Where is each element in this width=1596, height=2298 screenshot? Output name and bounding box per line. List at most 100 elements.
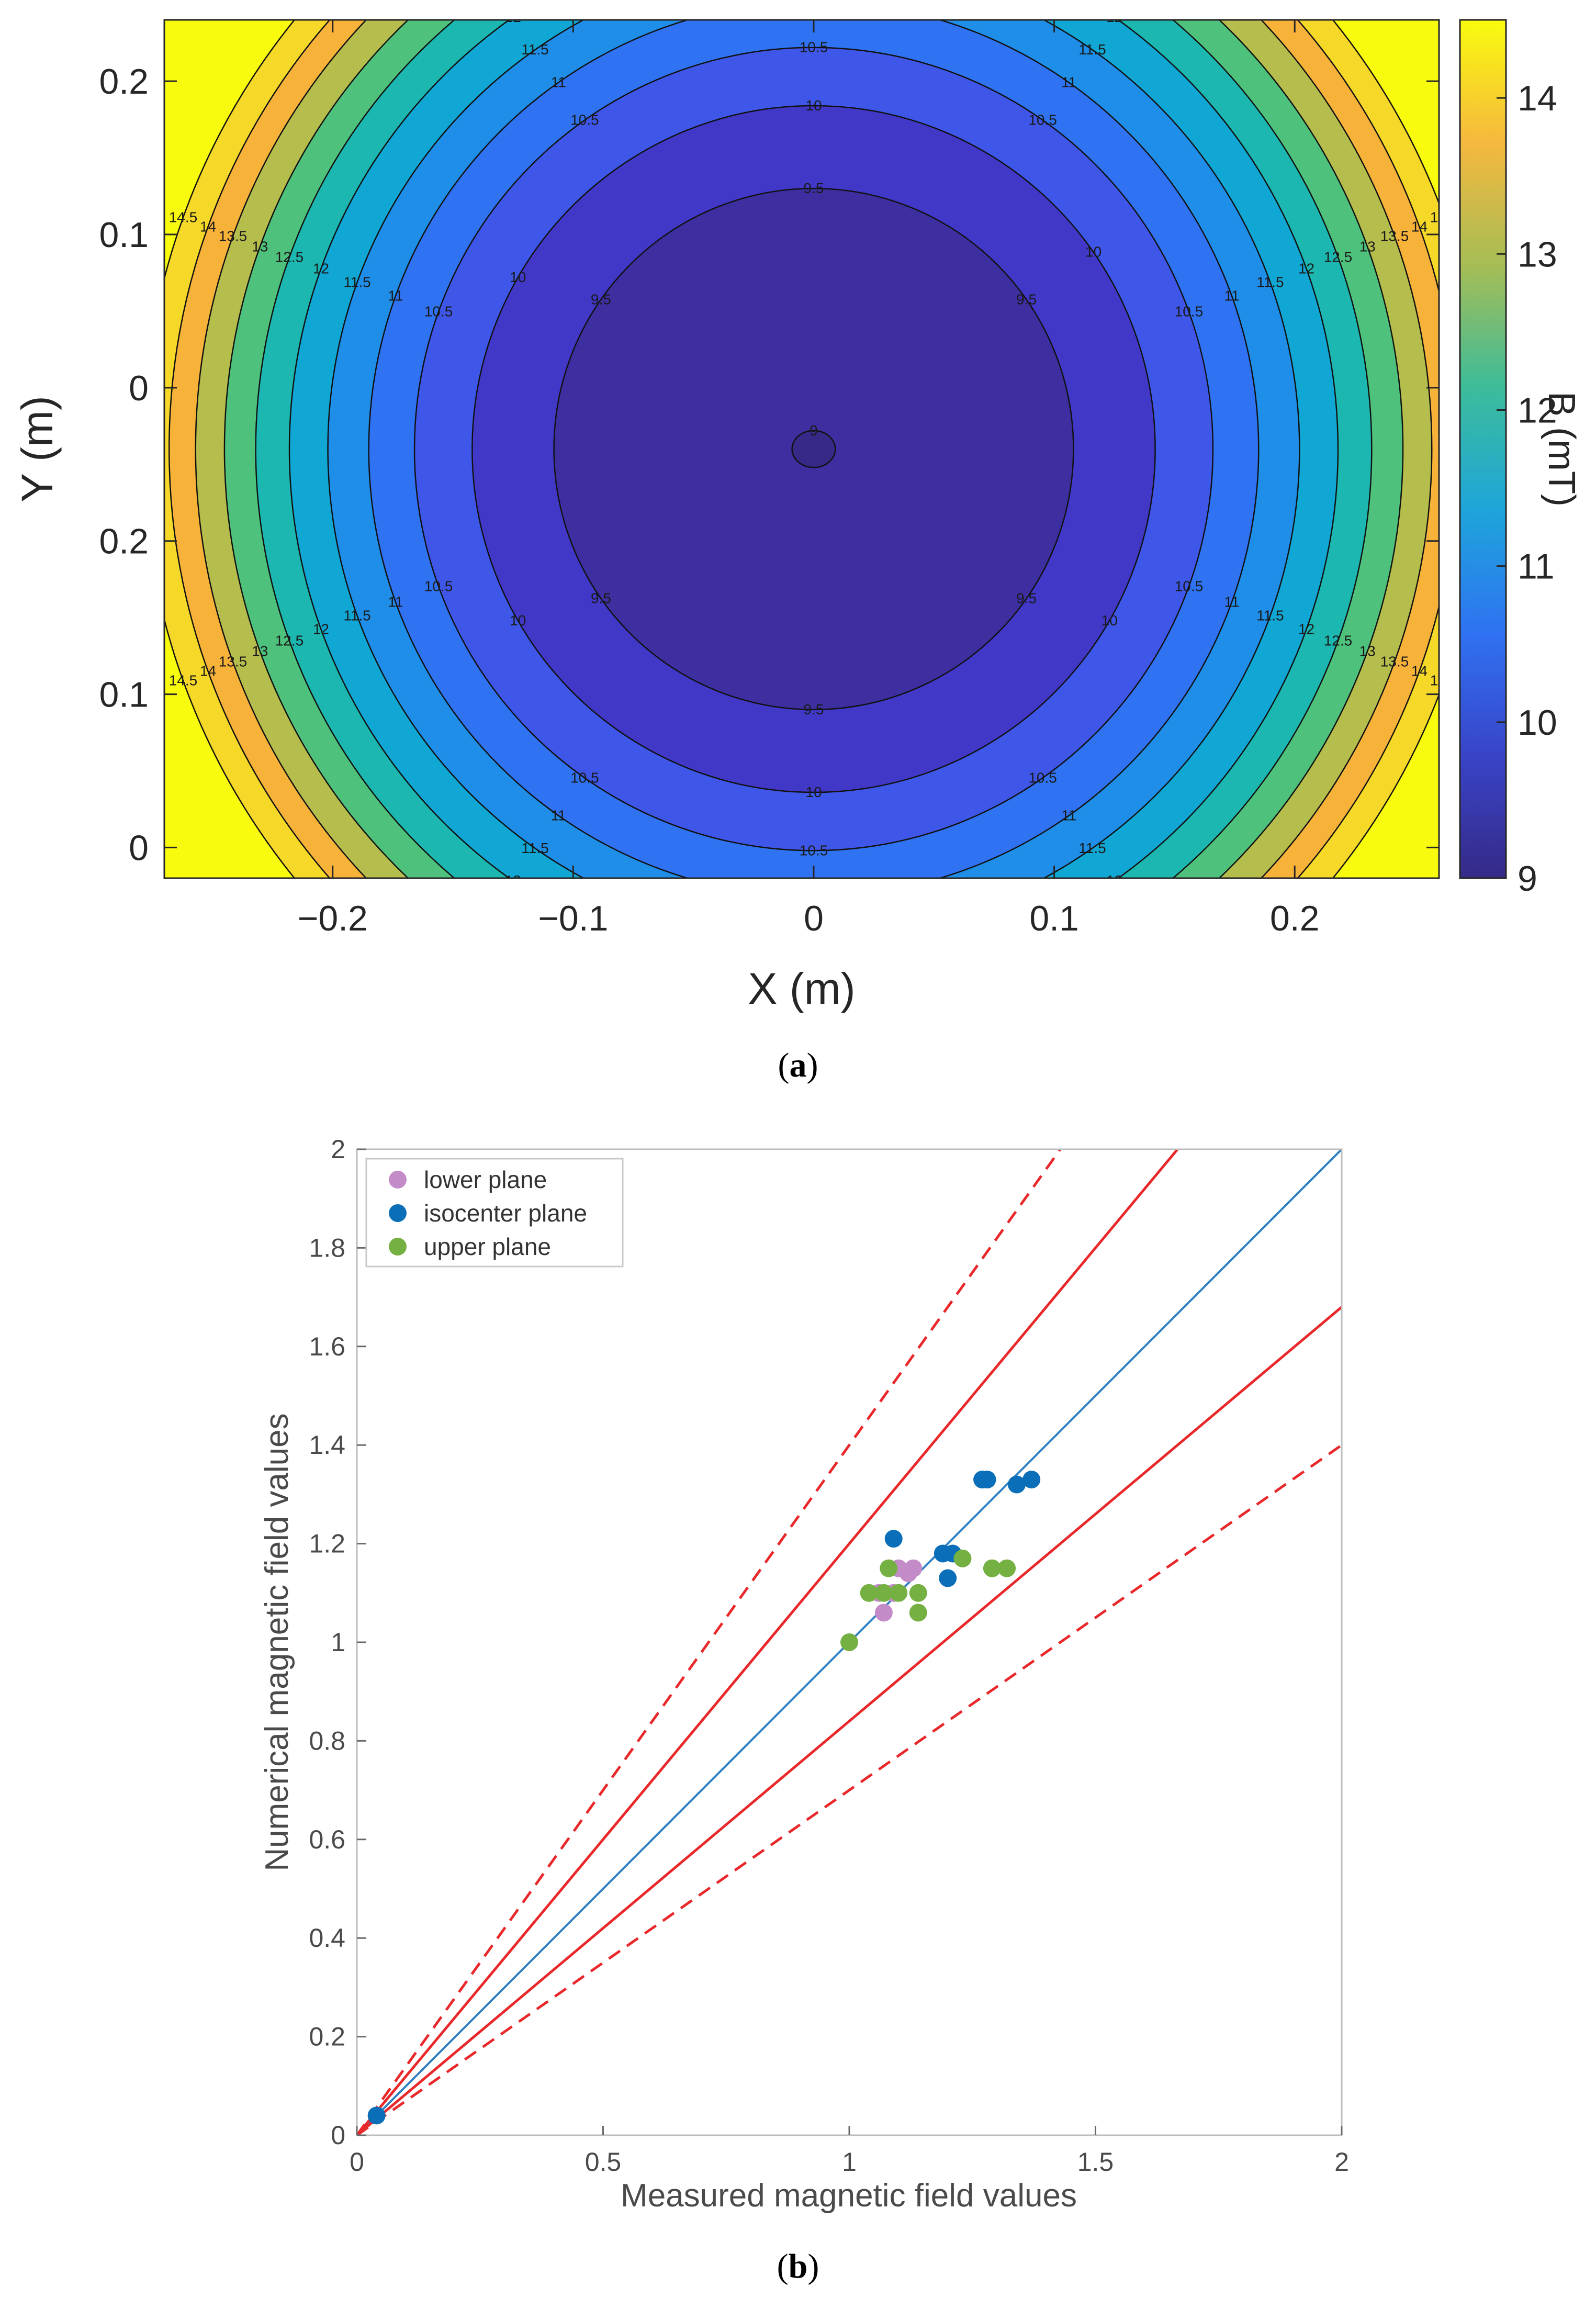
- contour-label-11.5: 11.5: [521, 41, 548, 58]
- point-upper-plane: [983, 1559, 1001, 1577]
- contour-label-10: 10: [510, 269, 526, 285]
- contour-y-ticks: 0 0.1 0.2 0 0.1 0.2: [99, 62, 1439, 868]
- reference-line: [357, 1443, 1342, 2135]
- contour-label-12: 12: [1298, 621, 1314, 637]
- point-upper-plane: [998, 1559, 1016, 1577]
- contour-label-14.5: 14.5: [800, 1118, 828, 1134]
- contour-label-12: 12: [505, 872, 521, 889]
- x-tick-label: 2: [1334, 2147, 1349, 2177]
- contour-label-11.5: 11.5: [343, 274, 370, 290]
- contour-label-10: 10: [1102, 612, 1118, 629]
- contour-label-12.5: 12.5: [1119, 900, 1148, 916]
- contour-label-11: 11: [806, 0, 821, 9]
- scatter-x-axis-label: Measured magnetic field values: [621, 2178, 1077, 2214]
- legend-label-upper-plane: upper plane: [424, 1233, 551, 1260]
- x-tick-label: 1.5: [1077, 2147, 1114, 2177]
- contour-label-9: 9: [810, 422, 818, 439]
- contour-label-10.5: 10.5: [1028, 770, 1057, 786]
- contour-label-12: 12: [313, 260, 329, 276]
- contour-label-14: 14: [805, 1091, 822, 1107]
- contour-label-10.5: 10.5: [424, 578, 453, 594]
- y-tick-label: 0.1: [99, 215, 149, 255]
- contour-label-11: 11: [388, 593, 403, 610]
- x-tick-label: 0: [804, 899, 824, 938]
- contour-label-12: 12: [1298, 260, 1314, 276]
- contour-label-14: 14: [436, 973, 452, 989]
- x-tick-label: −0.1: [538, 899, 608, 938]
- contour-label-9.5: 9.5: [1016, 291, 1037, 307]
- contour-label-11: 11: [1061, 74, 1076, 91]
- contour-label-14: 14: [200, 663, 216, 679]
- x-tick-label: 0.1: [1029, 899, 1079, 938]
- contour-label-11: 11: [1224, 593, 1239, 610]
- point-isocenter-plane: [1022, 1471, 1041, 1489]
- contour-label-14: 14: [1411, 663, 1428, 679]
- point-isocenter-plane: [1007, 1475, 1026, 1494]
- legend-marker-isocenter-plane: [389, 1204, 407, 1222]
- contour-fills: [164, 20, 1439, 878]
- contour-label-13.5: 13.5: [1380, 654, 1409, 670]
- contour-label-10.5: 10.5: [1175, 578, 1204, 594]
- contour-label-11: 11: [388, 288, 403, 304]
- contour-level-9: [791, 430, 836, 468]
- y-tick-label: 0: [129, 368, 149, 408]
- point-upper-plane: [860, 1584, 878, 1602]
- reference-line: [357, 1149, 1179, 2135]
- colorbar-tick-label: 14: [1518, 79, 1557, 118]
- colorbar-label: B (mT): [1541, 391, 1582, 507]
- contour-label-14.5: 14.5: [414, 995, 443, 1012]
- contour-label-10.5: 10.5: [424, 304, 453, 320]
- contour-level-labels: 9 9.5 9.5 9.5 9.5 9.5 9.5 10 10 10 10 10 10 10.5 10.5 1…: [169, 0, 1459, 1134]
- y-tick-label: 0.4: [309, 1923, 345, 1953]
- contour-label-11.5: 11.5: [521, 840, 548, 856]
- contour-label-13.5: 13.5: [1154, 950, 1183, 967]
- colorbar: [1459, 19, 1507, 879]
- y-tick-label: 0.1: [99, 675, 149, 715]
- contour-x-axis-label: X (m): [748, 964, 855, 1013]
- contour-label-10.5: 10.5: [570, 111, 599, 128]
- contour-label-14: 14: [1411, 218, 1428, 234]
- contour-label-11.5: 11.5: [343, 608, 370, 624]
- contour-y-axis-label: Y (m): [13, 396, 62, 502]
- contour-label-14.5: 14.5: [1184, 995, 1213, 1012]
- contour-label-10.5: 10.5: [800, 39, 828, 55]
- point-isocenter-plane: [884, 1530, 903, 1548]
- scatter-x-ticks: 0 0.5 1 1.5 2: [350, 2126, 1349, 2177]
- colorbar-tick-label: 11: [1518, 547, 1555, 587]
- contour-label-13.5: 13.5: [445, 950, 474, 967]
- legend: lower plane isocenter plane upper plane: [365, 1158, 624, 1268]
- y-tick-label: 1.2: [309, 1529, 345, 1559]
- reference-lines: [357, 1149, 1342, 2135]
- x-tick-label: −0.2: [298, 899, 368, 938]
- y-tick-label: 0: [331, 2121, 345, 2150]
- x-tick-label: 1: [842, 2147, 857, 2177]
- y-tick-label: 2: [331, 1135, 345, 1164]
- contour-label-9.5: 9.5: [804, 701, 824, 718]
- contour-label-13: 13: [468, 925, 484, 941]
- caption-b: (b): [777, 2247, 819, 2285]
- contour-label-12: 12: [1106, 9, 1122, 25]
- point-upper-plane: [890, 1584, 908, 1602]
- contour-label-11.5: 11.5: [1078, 840, 1106, 856]
- contour-label-11.5: 11.5: [1256, 274, 1284, 290]
- point-upper-plane: [880, 1559, 898, 1577]
- contour-label-14.5: 14.5: [1430, 209, 1459, 225]
- contour-label-12.5: 12.5: [479, 900, 508, 916]
- point-isocenter-plane: [367, 2106, 386, 2125]
- contour-label-10.5: 10.5: [1175, 304, 1204, 320]
- contour-label-13: 13: [252, 238, 268, 254]
- contour-label-14.5: 14.5: [169, 209, 198, 225]
- scatter-y-ticks: 0 0.2 0.4 0.6 0.8 1 1.2 1.4 1.6 1.8 2: [309, 1135, 366, 2150]
- y-tick-label: 0.2: [309, 2022, 345, 2052]
- point-upper-plane: [874, 1584, 893, 1602]
- contour-label-13: 13: [252, 643, 268, 659]
- colorbar-ticks: 9 10 11 12 13 14: [1497, 79, 1557, 899]
- contour-label-12: 12: [1106, 872, 1122, 889]
- y-tick-label: 1.8: [309, 1233, 345, 1262]
- colorbar-tick-label: 9: [1518, 859, 1537, 899]
- contour-label-14: 14: [1175, 973, 1192, 989]
- y-tick-label: 0.2: [99, 522, 149, 562]
- legend-marker-lower-plane: [389, 1171, 407, 1189]
- contour-label-12.5: 12.5: [275, 633, 304, 649]
